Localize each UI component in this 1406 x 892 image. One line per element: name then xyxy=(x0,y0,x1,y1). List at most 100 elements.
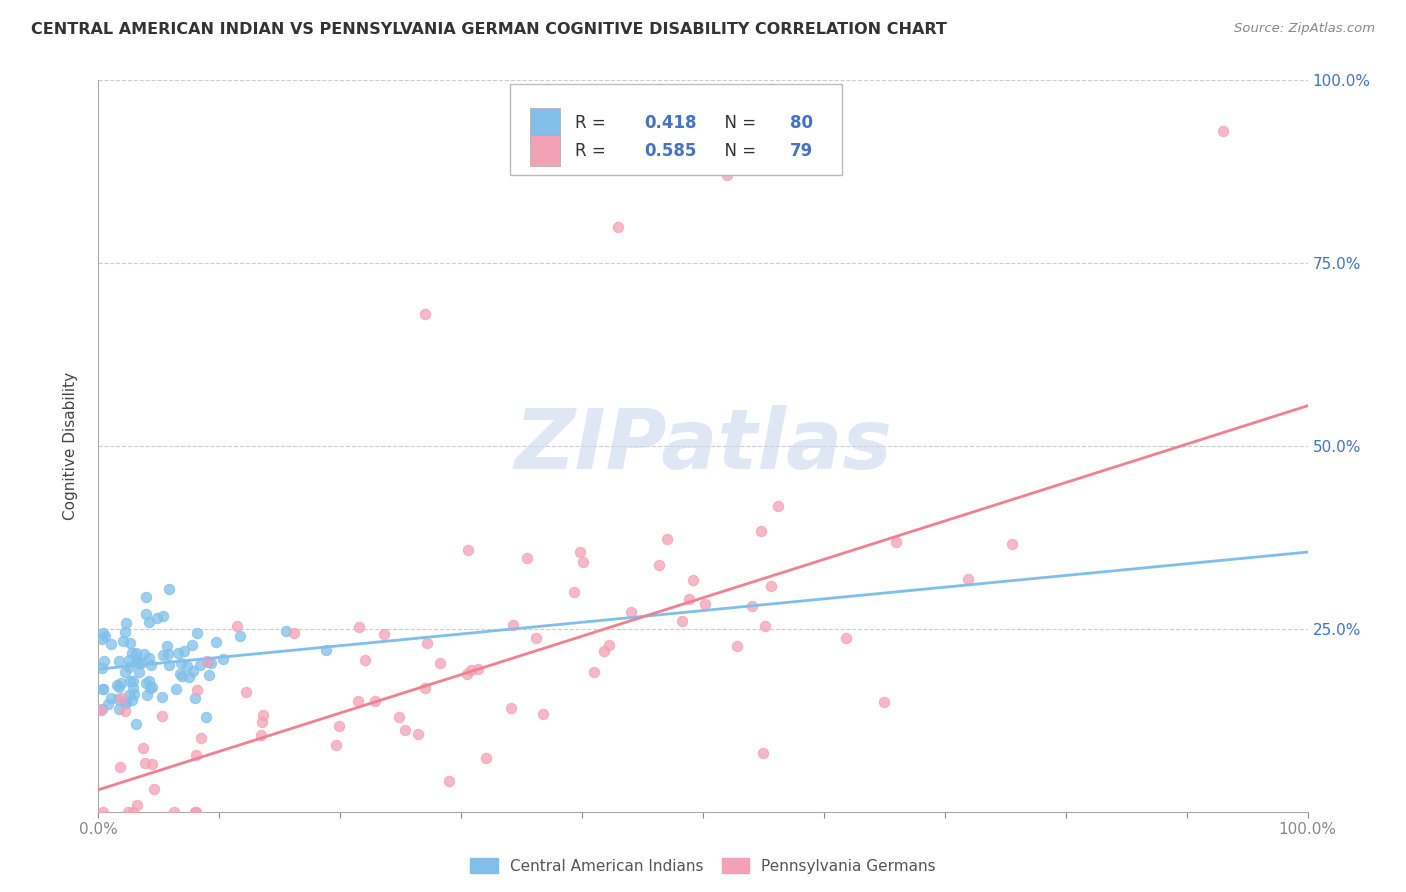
Point xyxy=(754,619,776,633)
Text: Source: ZipAtlas.com: Source: ZipAtlas.com xyxy=(1234,22,1375,36)
Point xyxy=(118,653,141,667)
Point xyxy=(114,697,136,711)
Point xyxy=(132,647,155,661)
Point xyxy=(1212,124,1234,138)
Point xyxy=(516,550,538,565)
Point xyxy=(135,688,157,702)
Point xyxy=(204,634,226,648)
Point xyxy=(165,681,187,696)
Text: 79: 79 xyxy=(790,142,813,160)
Point xyxy=(91,805,114,819)
Point xyxy=(225,618,247,632)
Point xyxy=(252,715,274,730)
Point xyxy=(467,661,489,675)
Point xyxy=(91,661,114,675)
Point xyxy=(524,631,547,645)
Point xyxy=(429,656,451,670)
Point xyxy=(186,805,208,819)
Point xyxy=(134,607,156,621)
Point xyxy=(437,773,460,788)
Point xyxy=(114,704,136,718)
Point xyxy=(1001,536,1024,550)
Point xyxy=(167,646,190,660)
Point xyxy=(141,680,163,694)
Point xyxy=(125,646,148,660)
Point xyxy=(170,669,193,683)
Point xyxy=(131,740,153,755)
Point xyxy=(93,654,115,668)
Point xyxy=(115,616,138,631)
Point xyxy=(200,656,222,670)
Point xyxy=(129,656,152,670)
Point xyxy=(93,681,115,696)
Point xyxy=(250,728,273,742)
Point xyxy=(173,644,195,658)
Point xyxy=(163,805,186,819)
Point xyxy=(456,666,478,681)
Point xyxy=(725,639,748,653)
Point xyxy=(568,545,591,559)
Point xyxy=(349,620,371,634)
Point xyxy=(169,666,191,681)
Point xyxy=(749,524,772,538)
Text: N =: N = xyxy=(714,114,766,132)
Point xyxy=(138,615,160,629)
Point xyxy=(373,627,395,641)
Point xyxy=(152,648,174,662)
Point xyxy=(531,706,554,721)
Point xyxy=(406,727,429,741)
Text: R =: R = xyxy=(575,142,616,160)
Point xyxy=(114,696,136,710)
Point xyxy=(413,681,436,695)
Point xyxy=(105,678,128,692)
Point xyxy=(125,717,148,731)
Point xyxy=(186,626,208,640)
Point xyxy=(107,692,129,706)
Point xyxy=(177,670,200,684)
Point xyxy=(582,665,605,679)
Point xyxy=(125,653,148,667)
Point xyxy=(766,500,789,514)
Point xyxy=(127,657,149,671)
Point xyxy=(416,636,439,650)
FancyBboxPatch shape xyxy=(530,136,561,166)
Point xyxy=(156,647,179,661)
Point xyxy=(499,701,522,715)
Point xyxy=(328,719,350,733)
Point xyxy=(121,681,143,695)
Point xyxy=(413,307,436,321)
Point xyxy=(181,638,204,652)
Point xyxy=(155,639,177,653)
Point xyxy=(91,702,114,716)
Point xyxy=(394,723,416,737)
Point xyxy=(741,599,763,614)
Point xyxy=(474,751,496,765)
Point xyxy=(135,676,157,690)
Point xyxy=(388,710,411,724)
Point xyxy=(157,657,180,672)
Point xyxy=(212,652,235,666)
Point xyxy=(122,674,145,689)
Point xyxy=(91,626,114,640)
Point xyxy=(121,805,143,819)
Point xyxy=(150,708,173,723)
Point xyxy=(152,608,174,623)
Point xyxy=(693,597,716,611)
Point xyxy=(592,643,614,657)
Point xyxy=(108,760,131,774)
Point xyxy=(572,555,595,569)
Point xyxy=(141,657,163,672)
FancyBboxPatch shape xyxy=(530,108,561,138)
Point xyxy=(186,747,208,762)
Point xyxy=(118,636,141,650)
Point xyxy=(111,634,134,648)
Point xyxy=(835,631,858,645)
Text: ZIPatlas: ZIPatlas xyxy=(515,406,891,486)
Point xyxy=(121,646,143,660)
Point xyxy=(125,797,148,812)
Point xyxy=(502,618,524,632)
Point xyxy=(117,805,139,819)
Point xyxy=(90,703,112,717)
FancyBboxPatch shape xyxy=(509,84,842,176)
Point xyxy=(110,675,132,690)
